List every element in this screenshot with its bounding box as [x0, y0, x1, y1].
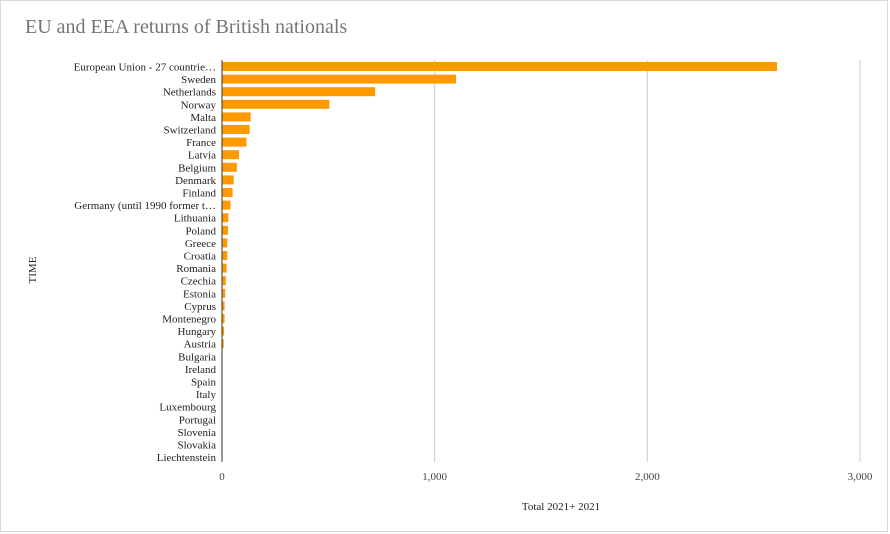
category-label: France	[186, 137, 216, 149]
category-label: Latvia	[188, 150, 216, 162]
x-tick-labels: 0 1,000 2,000 3,000	[219, 471, 873, 483]
bar	[222, 276, 226, 286]
category-label: Ireland	[185, 364, 217, 376]
category-label: Hungary	[178, 326, 217, 338]
category-label: Belgium	[178, 162, 216, 174]
bar	[222, 74, 456, 84]
bar	[222, 175, 234, 185]
bar	[222, 112, 251, 122]
category-label: Malta	[190, 112, 216, 124]
bar	[222, 339, 224, 349]
bar	[222, 213, 229, 223]
category-label: Italy	[196, 389, 217, 401]
bar	[222, 99, 330, 109]
category-label: Estonia	[183, 288, 216, 300]
x-tick-label: 2,000	[635, 471, 660, 483]
category-label: Netherlands	[163, 87, 216, 99]
category-label: Poland	[185, 225, 216, 237]
x-axis-label: Total 2021+ 2021	[522, 501, 600, 513]
category-label: Germany (until 1990 former t…	[74, 200, 216, 212]
category-label: Austria	[184, 339, 217, 351]
bar	[222, 225, 228, 235]
category-labels: European Union - 27 countrie…SwedenNethe…	[74, 62, 217, 465]
category-label: Liechtenstein	[157, 452, 217, 464]
category-label: Lithuania	[174, 213, 216, 225]
category-label: Croatia	[184, 251, 216, 263]
category-label: Cyprus	[184, 301, 216, 313]
bar	[222, 125, 250, 134]
category-label: Norway	[181, 99, 217, 111]
bar	[222, 62, 778, 71]
bar	[222, 200, 231, 210]
bar	[222, 314, 225, 323]
bar	[222, 87, 376, 97]
category-label: Bulgaria	[178, 351, 216, 363]
category-label: Luxembourg	[159, 402, 216, 414]
bars	[222, 62, 778, 349]
category-label: Greece	[185, 238, 216, 250]
bar	[222, 288, 226, 298]
chart-title: EU and EEA returns of British nationals	[25, 16, 348, 38]
bar	[222, 326, 225, 336]
bar	[222, 238, 228, 248]
category-label: Denmark	[175, 175, 216, 187]
bar	[222, 251, 228, 260]
x-tick-label: 1,000	[422, 471, 447, 483]
bar	[222, 150, 240, 160]
category-label: Montenegro	[162, 314, 216, 326]
category-label: Sweden	[181, 74, 216, 86]
bar	[222, 263, 227, 273]
category-label: Finland	[182, 188, 216, 200]
bar	[222, 188, 233, 197]
category-label: Romania	[176, 263, 216, 275]
category-label: Slovenia	[178, 427, 217, 439]
x-tick-label: 3,000	[848, 471, 873, 483]
bar	[222, 137, 247, 147]
category-label: Czechia	[181, 276, 217, 288]
category-label: Spain	[191, 377, 217, 389]
category-label: European Union - 27 countrie…	[74, 62, 216, 74]
x-tick-label: 0	[219, 471, 225, 483]
bar	[222, 301, 225, 311]
category-label: Slovakia	[178, 440, 217, 452]
category-label: Portugal	[179, 414, 216, 426]
y-axis-label: TIME	[27, 256, 39, 283]
bar	[222, 162, 237, 172]
gridlines	[434, 60, 861, 462]
category-label: Switzerland	[163, 125, 216, 137]
